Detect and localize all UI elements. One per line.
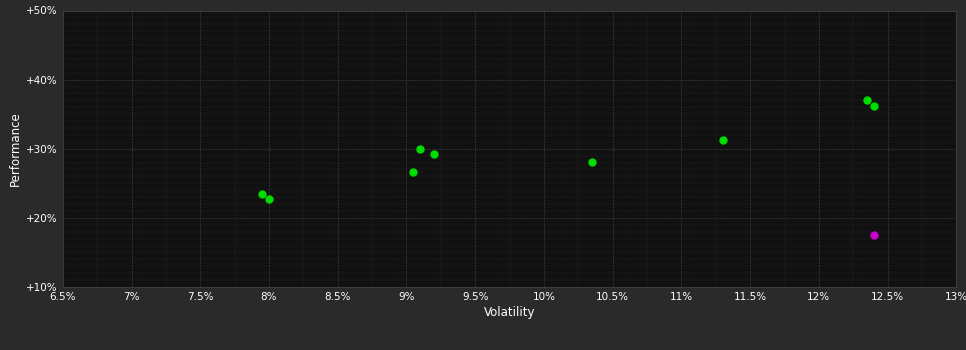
Point	[426, 152, 441, 157]
Point	[859, 97, 874, 103]
Point	[867, 232, 882, 238]
Y-axis label: Performance: Performance	[9, 111, 22, 186]
Point	[584, 159, 600, 165]
Point	[715, 138, 730, 143]
Point	[254, 191, 270, 197]
Point	[406, 169, 421, 175]
Point	[867, 103, 882, 109]
Point	[261, 196, 276, 202]
X-axis label: Volatility: Volatility	[484, 306, 535, 319]
Point	[412, 146, 428, 152]
